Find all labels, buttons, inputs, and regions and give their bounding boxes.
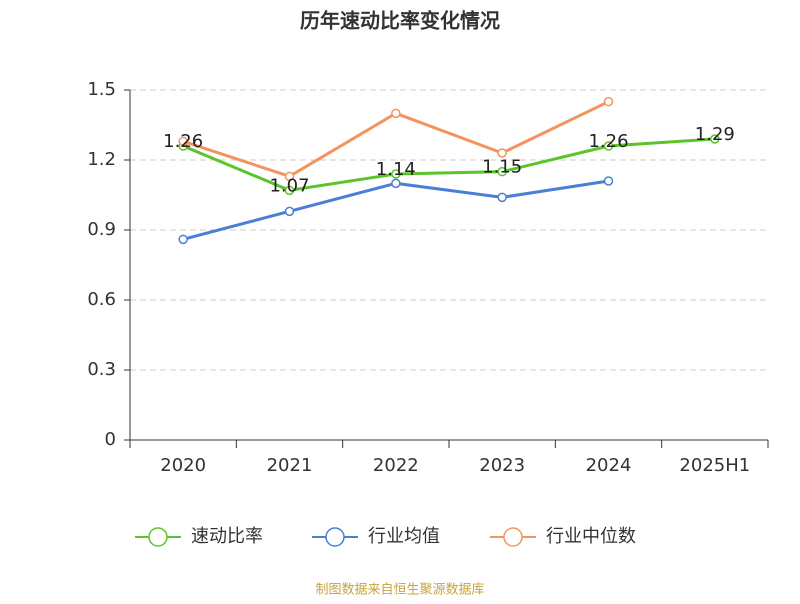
- point: [710, 134, 720, 144]
- x-tick-label: 2023: [479, 455, 525, 476]
- point: [603, 141, 614, 151]
- legend-marker: [503, 527, 523, 547]
- y-tick-label: 1.5: [87, 79, 116, 100]
- point: [284, 206, 295, 217]
- x-tick-label: 2024: [586, 455, 632, 476]
- point: [391, 169, 401, 179]
- legend-label: 行业中位数: [546, 526, 636, 547]
- value-label: 1.07: [269, 175, 309, 196]
- x-tick-label: 2025H1: [679, 455, 750, 476]
- y-tick-label: 0.6: [87, 289, 116, 310]
- x-tick-label: 2020: [160, 455, 206, 476]
- point: [178, 136, 188, 147]
- value-label: 1.29: [695, 124, 735, 145]
- legend-marker: [325, 527, 345, 547]
- y-tick-label: 0.9: [87, 219, 116, 240]
- y-tick-label: 0.3: [87, 359, 116, 380]
- point: [391, 178, 401, 189]
- y-tick-label: 1.2: [87, 149, 116, 170]
- point: [603, 176, 614, 186]
- series-line: [182, 179, 609, 241]
- point: [497, 166, 507, 177]
- point: [284, 171, 295, 182]
- point: [391, 108, 401, 119]
- x-tick-label: 2021: [267, 455, 313, 476]
- legend-label: 速动比率: [191, 526, 263, 547]
- chart-title: 历年速动比率变化情况: [300, 9, 500, 33]
- y-tick-label: 0: [105, 429, 116, 450]
- point: [603, 96, 614, 107]
- source-note: 制图数据来自恒生聚源数据库: [315, 582, 484, 598]
- x-tick-label: 2022: [373, 455, 419, 476]
- legend-label: 行业均值: [368, 526, 440, 547]
- legend-marker: [148, 527, 168, 547]
- value-label: 1.26: [163, 131, 203, 152]
- value-label: 1.15: [482, 157, 522, 178]
- point: [497, 148, 507, 158]
- value-label: 1.14: [376, 159, 416, 180]
- point: [178, 234, 188, 245]
- point: [284, 185, 295, 196]
- point: [497, 192, 507, 203]
- series-line: [182, 137, 715, 192]
- value-label: 1.26: [588, 131, 628, 152]
